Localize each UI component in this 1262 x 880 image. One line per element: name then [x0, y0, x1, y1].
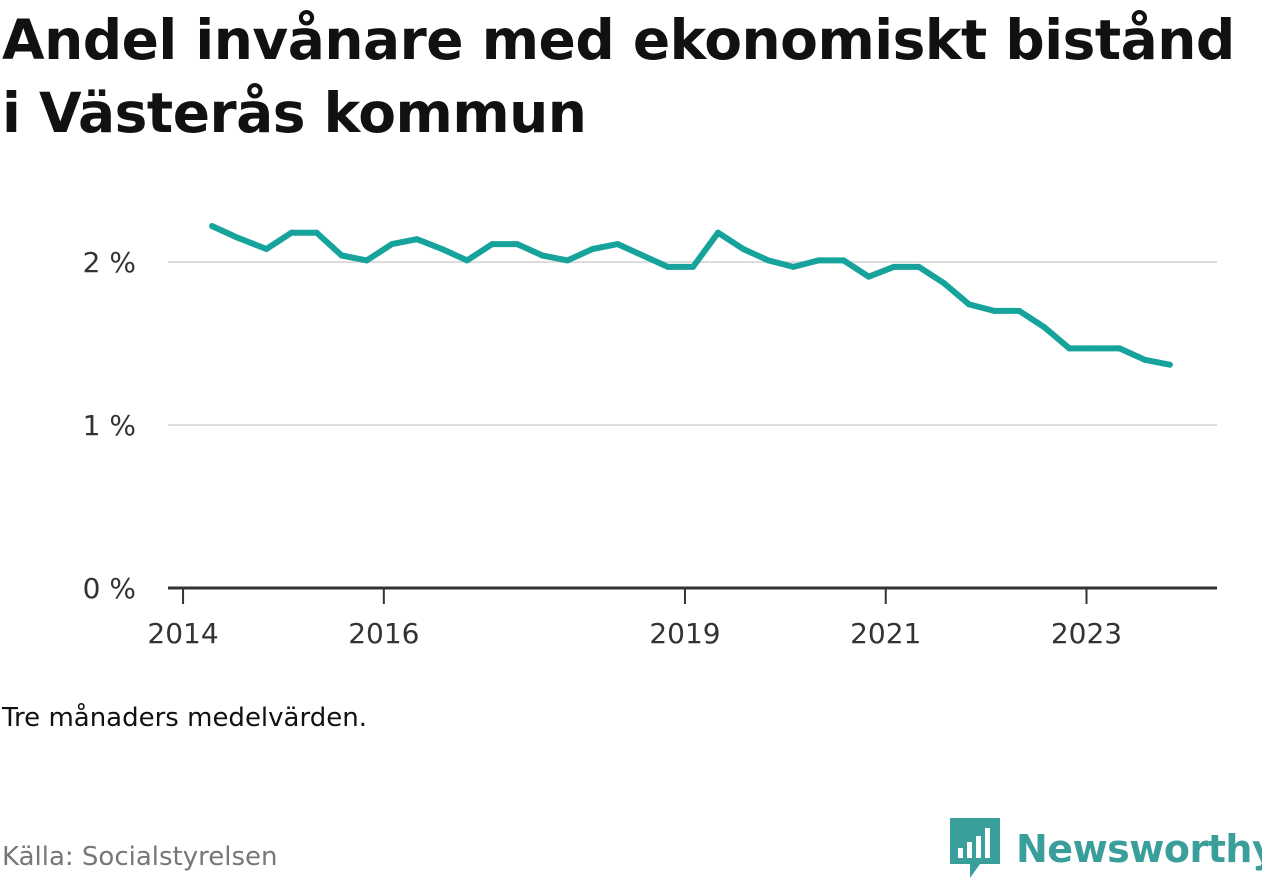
logo-text: Newsworthy — [1016, 827, 1262, 871]
data-point — [715, 229, 722, 236]
data-point — [439, 245, 446, 252]
data-point — [489, 241, 496, 248]
x-tick-label: 2023 — [1051, 617, 1122, 650]
data-point — [840, 257, 847, 264]
data-point — [865, 273, 872, 280]
data-point — [363, 257, 370, 264]
newsworthy-logo-icon — [950, 818, 1000, 878]
data-point — [589, 245, 596, 252]
data-point — [915, 263, 922, 270]
chart-title: Andel invånare med ekonomiskt bistånd i … — [2, 8, 1235, 145]
data-point — [413, 236, 420, 243]
data-point — [790, 263, 797, 270]
x-tick-label: 2014 — [147, 617, 218, 650]
data-point — [338, 252, 345, 259]
y-tick-labels: 0 % 1 % 2 % — [83, 246, 136, 605]
chart-note: Tre månaders medelvärden. — [2, 703, 367, 733]
y-tick-label: 1 % — [83, 409, 136, 442]
x-tick-label: 2016 — [348, 617, 419, 650]
x-tick-label: 2021 — [850, 617, 921, 650]
data-point — [690, 263, 697, 270]
y-tick-label: 2 % — [83, 246, 136, 279]
data-point — [234, 234, 241, 241]
data-point — [1091, 345, 1098, 352]
data-point — [1116, 345, 1123, 352]
data-point — [313, 229, 320, 236]
data-point — [1066, 345, 1073, 352]
data-point — [1041, 324, 1048, 331]
data-point — [765, 257, 772, 264]
data-point — [1016, 307, 1023, 314]
x-tick-label: 2019 — [649, 617, 720, 650]
data-point — [815, 257, 822, 264]
y-tick-label: 0 % — [83, 572, 136, 605]
data-point — [209, 223, 216, 230]
x-axis: 2014 2016 2019 2021 2023 — [147, 586, 1217, 650]
newsworthy-logo: Newsworthy — [950, 818, 1262, 880]
data-point — [514, 241, 521, 248]
data-point — [539, 252, 546, 259]
data-point — [639, 252, 646, 259]
data-point — [740, 245, 747, 252]
line-chart: 0 % 1 % 2 % 2014 2016 2019 2021 2023 — [83, 223, 1217, 650]
data-point — [1141, 356, 1148, 363]
data-point — [614, 241, 621, 248]
grid-lines — [168, 261, 1217, 426]
series-line — [209, 223, 1173, 368]
source-text: Källa: Socialstyrelsen — [2, 842, 278, 872]
data-point — [1166, 361, 1173, 368]
data-point — [288, 229, 295, 236]
data-point — [263, 245, 270, 252]
data-point — [890, 263, 897, 270]
data-point — [940, 280, 947, 287]
data-point — [564, 257, 571, 264]
data-point — [966, 301, 973, 308]
data-point — [464, 257, 471, 264]
data-point — [991, 307, 998, 314]
data-point — [388, 241, 395, 248]
data-point — [664, 263, 671, 270]
series-layer — [209, 223, 1173, 368]
